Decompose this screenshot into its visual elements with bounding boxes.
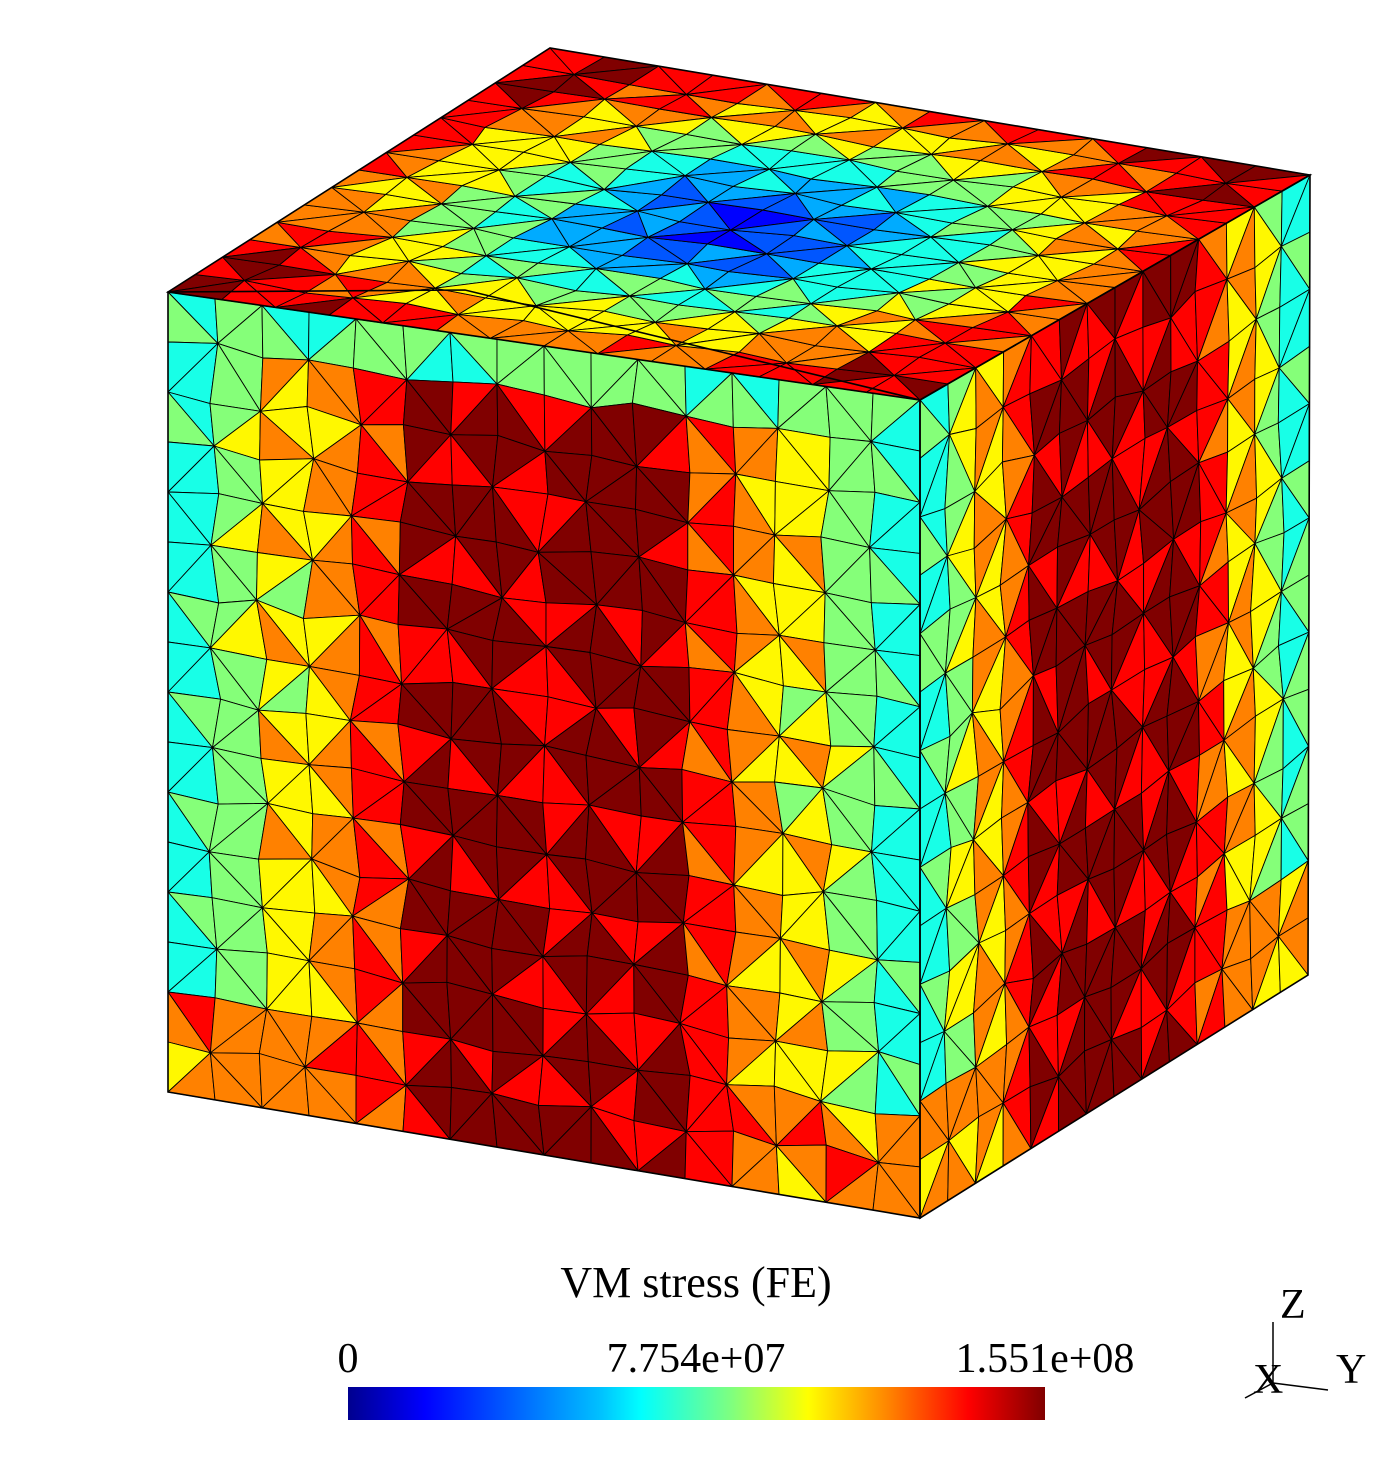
y-axis-line bbox=[1272, 1382, 1329, 1391]
axis-label-z: Z bbox=[1280, 1282, 1306, 1328]
colorbar-mid-label: 7.754e+07 bbox=[607, 1336, 786, 1382]
front-face-mesh bbox=[167, 291, 921, 1219]
x-axis-line bbox=[1244, 1382, 1274, 1399]
colorbar-title: VM stress (FE) bbox=[560, 1258, 831, 1307]
colorbar-gradient bbox=[348, 1387, 1045, 1420]
cube-outline bbox=[165, 47, 1313, 1220]
axis-label-x: X bbox=[1253, 1357, 1283, 1403]
colorbar-min-label: 0 bbox=[338, 1336, 359, 1382]
colorbar-max-label: 1.551e+08 bbox=[956, 1336, 1135, 1382]
colorbar: VM stress (FE) 0 7.754e+07 1.551e+08 bbox=[338, 1258, 1135, 1420]
right-face-mesh bbox=[919, 174, 1311, 1219]
axis-label-y: Y bbox=[1336, 1347, 1366, 1393]
top-face-mesh bbox=[167, 47, 1311, 401]
axes-triad: Z Y X bbox=[1244, 1282, 1366, 1403]
mesh-model bbox=[165, 47, 1313, 1220]
